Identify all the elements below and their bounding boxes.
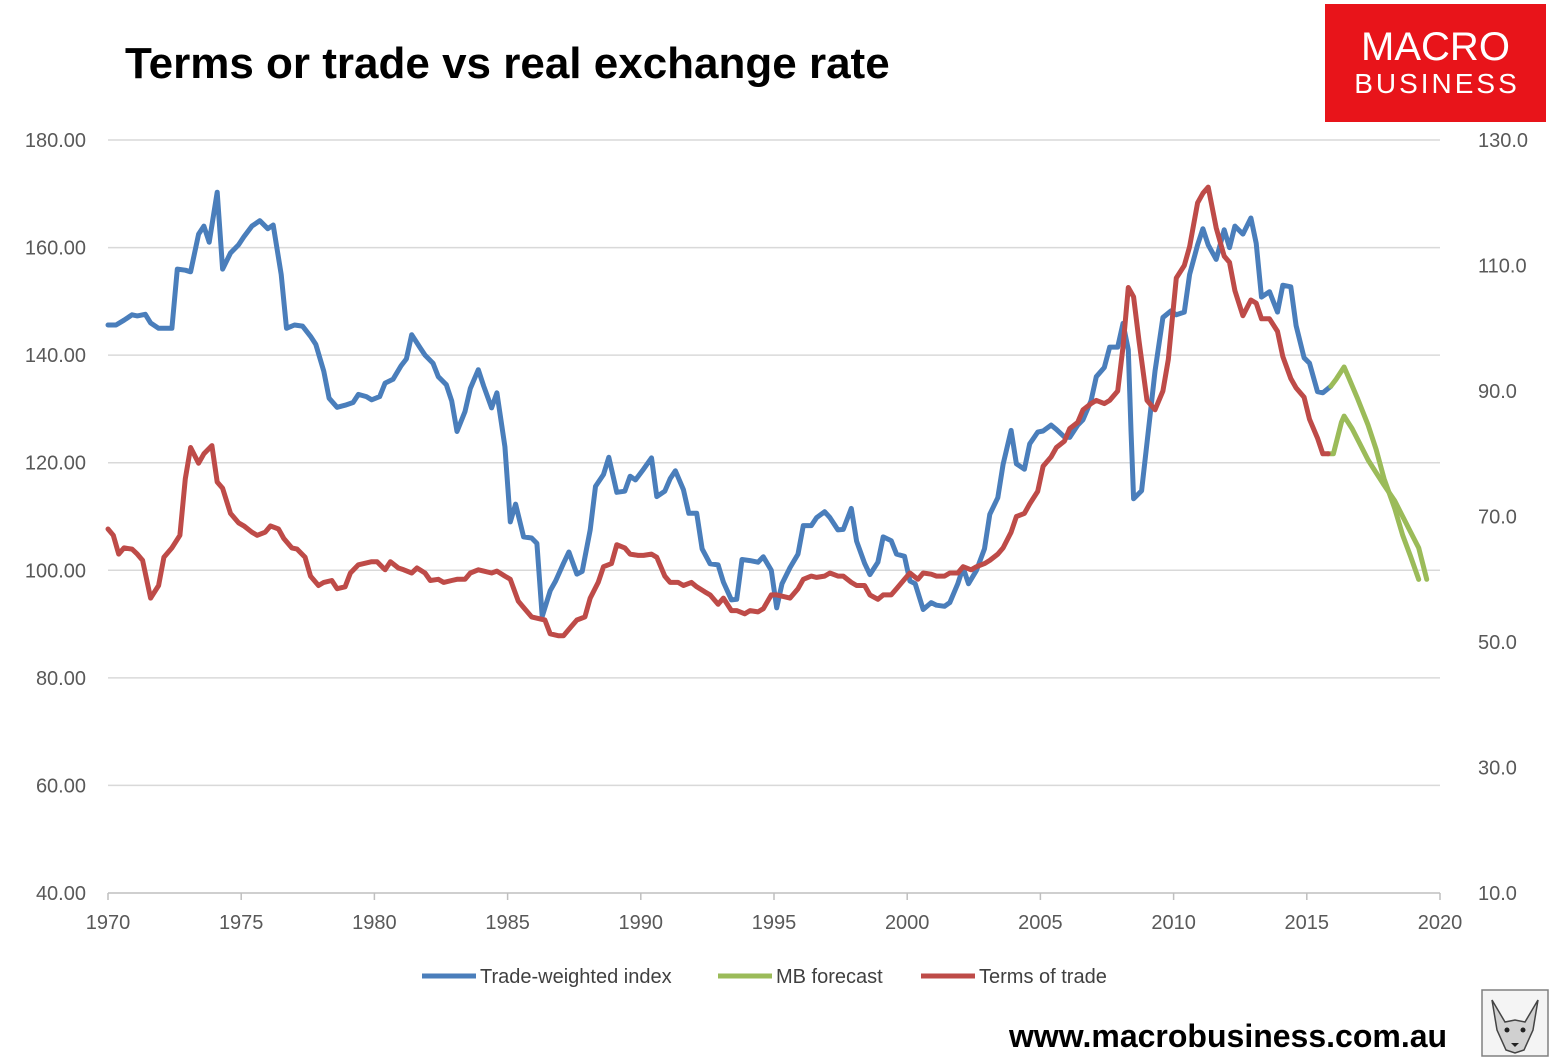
wolf-icon [1481,989,1549,1057]
chart-title: Terms or trade vs real exchange rate [125,39,890,88]
mb-forecast-line [1325,413,1430,582]
x-tick-label: 2010 [1151,912,1196,934]
y-right-tick-label: 70.0 [1478,507,1517,529]
y-left-tick-label: 160.00 [25,238,86,260]
wolf-eye-left [1504,1027,1510,1033]
x-tick-label: 1975 [219,912,264,934]
macro-business-logo: MACRO BUSINESS [1325,4,1546,122]
y-left-tick-label: 180.00 [25,130,86,152]
x-tick-label: 1995 [752,912,797,934]
logo-background [1325,4,1546,122]
x-tick-label: 1970 [86,912,131,934]
x-tick-label: 2020 [1418,912,1463,934]
y-left-tick-label: 60.00 [36,775,86,797]
y-right-tick-label: 110.0 [1478,256,1527,278]
x-tick-label: 2005 [1018,912,1063,934]
y-right-tick-label: 30.0 [1478,758,1517,780]
wolf-eye-right [1520,1027,1526,1033]
y-right-tick-label: 10.0 [1478,883,1517,905]
logo-line2: BUSINESS [1354,68,1520,99]
y-left-tick-label: 100.00 [25,560,86,582]
wolf-nose [1511,1043,1519,1047]
legend: Trade-weighted index MB forecast Terms of … [422,966,1107,988]
y-right-tick-label: 50.0 [1478,632,1517,654]
y-right-tick-label: 90.0 [1478,381,1517,403]
y-left-tick-label: 40.00 [36,883,86,905]
wolf-head-shape [1491,999,1539,1054]
legend-label: Trade-weighted index [480,966,672,988]
axes: 40.00 60.00 80.00 100.00 120.00 140.00 160.00 1… [25,130,1528,934]
x-tick-label: 1980 [352,912,397,934]
logo-line1: MACRO [1361,25,1510,69]
legend-label: MB forecast [776,966,883,988]
x-tick-label: 2015 [1285,912,1330,934]
x-tick-label: 2000 [885,912,930,934]
x-tick-label: 1990 [619,912,664,934]
legend-label: Terms of trade [979,966,1107,988]
y-left-tick-label: 140.00 [25,345,86,367]
y-left-tick-label: 80.00 [36,668,86,690]
y-right-tick-label: 130.0 [1478,130,1528,152]
x-tick-label: 1985 [485,912,530,934]
series-lines [105,184,1430,639]
trade-weighted-index-line [105,189,1334,619]
y-left-tick-label: 120.00 [25,453,86,475]
terms-of-trade-line [105,184,1331,639]
mb-forecast-line [1328,364,1422,582]
website-url: www.macrobusiness.com.au [1008,1018,1447,1054]
